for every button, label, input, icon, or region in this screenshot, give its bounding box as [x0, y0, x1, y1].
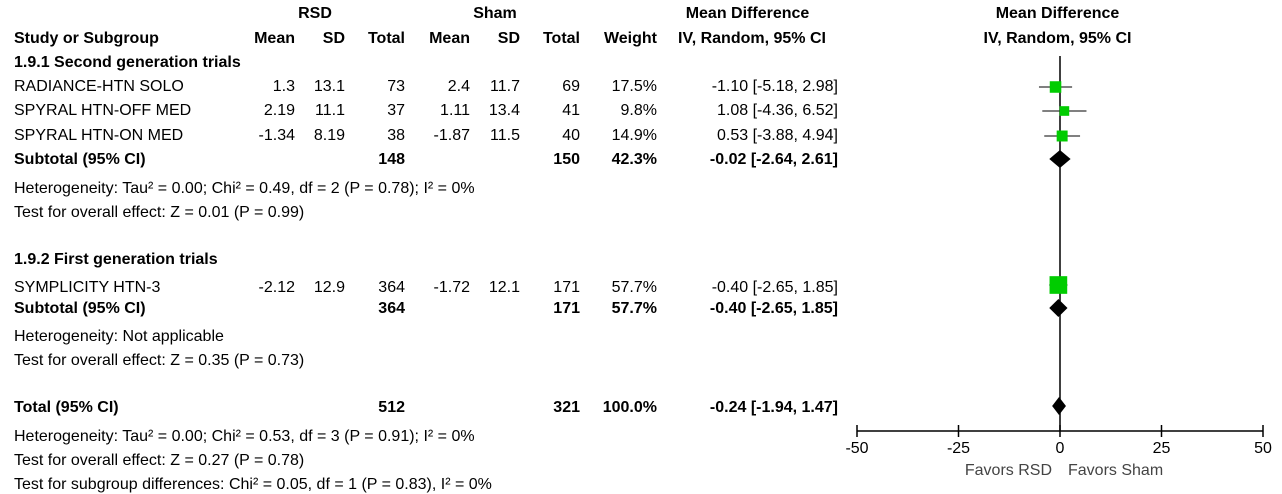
study-mean2: -1.72	[433, 279, 470, 296]
subtotal-ci: -0.40 [-2.65, 1.85]	[709, 300, 838, 317]
subgroup-title: 1.9.2 First generation trials	[14, 251, 218, 268]
study-total1: 37	[387, 102, 405, 119]
study-name: SPYRAL HTN-OFF MED	[14, 102, 192, 119]
subtotal-total2: 150	[553, 151, 580, 168]
study-sd2: 11.5	[490, 127, 520, 144]
total-label: Total (95% CI)	[14, 399, 119, 416]
effect-method: IV, Random, 95% CI	[678, 30, 826, 47]
col-mean1: Mean	[254, 30, 295, 47]
x-tick-label: 50	[1254, 440, 1272, 457]
study-sd1: 11.1	[315, 102, 345, 119]
plot-title: Mean Difference	[995, 5, 1120, 22]
pooled-diamond	[1052, 397, 1066, 415]
col-study: Study or Subgroup	[14, 30, 159, 47]
heterogeneity-text: Heterogeneity: Tau² = 0.00; Chi² = 0.49,…	[14, 180, 475, 197]
pooled-diamond	[1049, 150, 1071, 168]
heterogeneity-text: Heterogeneity: Not applicable	[14, 328, 224, 345]
col-sd1: SD	[322, 30, 345, 47]
study-sd1: 12.9	[313, 279, 345, 296]
total-overall-effect-text: Test for overall effect: Z = 0.27 (P = 0…	[14, 452, 305, 469]
study-ci: 1.08 [-4.36, 6.52]	[717, 102, 838, 119]
group2-header: Sham	[473, 5, 517, 22]
study-name: SPYRAL HTN-ON MED	[14, 127, 184, 144]
study-ci: -0.40 [-2.65, 1.85]	[711, 279, 838, 296]
study-total2: 40	[562, 127, 580, 144]
subgroup-differences-text: Test for subgroup differences: Chi² = 0.…	[14, 476, 492, 493]
plot-method: IV, Random, 95% CI	[983, 30, 1132, 47]
study-sd2: 13.4	[488, 102, 520, 119]
subtotal-weight: 42.3%	[611, 151, 657, 168]
study-point	[1056, 130, 1068, 142]
study-point	[1049, 81, 1062, 93]
study-name: SYMPLICITY HTN-3	[14, 279, 161, 296]
subtotal-total1: 364	[378, 300, 405, 317]
total-weight: 100.0%	[602, 399, 657, 416]
study-point	[1049, 276, 1068, 294]
effect-title: Mean Difference	[685, 5, 810, 22]
total-total1: 512	[378, 399, 405, 416]
study-total2: 69	[562, 78, 580, 95]
favors-right-label: Favors Sham	[1068, 462, 1163, 479]
study-sd2: 11.7	[490, 78, 520, 95]
col-total1: Total	[367, 30, 405, 47]
x-tick-label: 0	[1056, 440, 1065, 457]
study-total1: 73	[387, 78, 405, 95]
study-ci: 0.53 [-3.88, 4.94]	[717, 127, 838, 144]
study-total2: 171	[553, 279, 580, 296]
study-weight: 57.7%	[611, 279, 657, 296]
study-mean1: -2.12	[258, 279, 295, 296]
overall-effect-text: Test for overall effect: Z = 0.01 (P = 0…	[14, 204, 305, 221]
total-total2: 321	[553, 399, 580, 416]
study-name: RADIANCE-HTN SOLO	[14, 78, 184, 95]
favors-left-label: Favors RSD	[965, 462, 1052, 479]
study-mean1: 1.3	[272, 78, 295, 95]
total-heterogeneity-text: Heterogeneity: Tau² = 0.00; Chi² = 0.53,…	[14, 428, 475, 445]
overall-effect-text: Test for overall effect: Z = 0.35 (P = 0…	[14, 352, 305, 369]
col-total2: Total	[542, 30, 580, 47]
study-mean2: 2.4	[447, 78, 470, 95]
study-mean1: 2.19	[263, 102, 295, 119]
x-tick-label: 25	[1153, 440, 1171, 457]
study-sd1: 8.19	[313, 127, 345, 144]
col-sd2: SD	[497, 30, 520, 47]
study-total1: 38	[387, 127, 405, 144]
study-point	[1059, 106, 1070, 116]
study-ci: -1.10 [-5.18, 2.98]	[711, 78, 838, 95]
study-mean2: -1.87	[433, 127, 470, 144]
x-tick-label: -50	[845, 440, 868, 457]
group1-header: RSD	[298, 5, 332, 22]
subtotal-total1: 148	[378, 151, 405, 168]
total-ci: -0.24 [-1.94, 1.47]	[709, 399, 838, 416]
study-total2: 41	[562, 102, 580, 119]
pooled-diamond	[1049, 299, 1068, 317]
subtotal-ci: -0.02 [-2.64, 2.61]	[709, 151, 838, 168]
subtotal-label: Subtotal (95% CI)	[14, 300, 146, 317]
study-sd1: 13.1	[313, 78, 345, 95]
study-weight: 14.9%	[611, 127, 657, 144]
subtotal-total2: 171	[553, 300, 580, 317]
col-mean2: Mean	[429, 30, 470, 47]
col-weight: Weight	[603, 30, 657, 47]
study-sd2: 12.1	[488, 279, 520, 296]
study-weight: 17.5%	[611, 78, 657, 95]
x-tick-label: -25	[947, 440, 970, 457]
subtotal-weight: 57.7%	[611, 300, 657, 317]
study-weight: 9.8%	[620, 102, 657, 119]
study-mean1: -1.34	[258, 127, 295, 144]
study-total1: 364	[378, 279, 405, 296]
subtotal-label: Subtotal (95% CI)	[14, 151, 146, 168]
subgroup-title: 1.9.1 Second generation trials	[14, 54, 241, 71]
study-mean2: 1.11	[440, 102, 470, 119]
